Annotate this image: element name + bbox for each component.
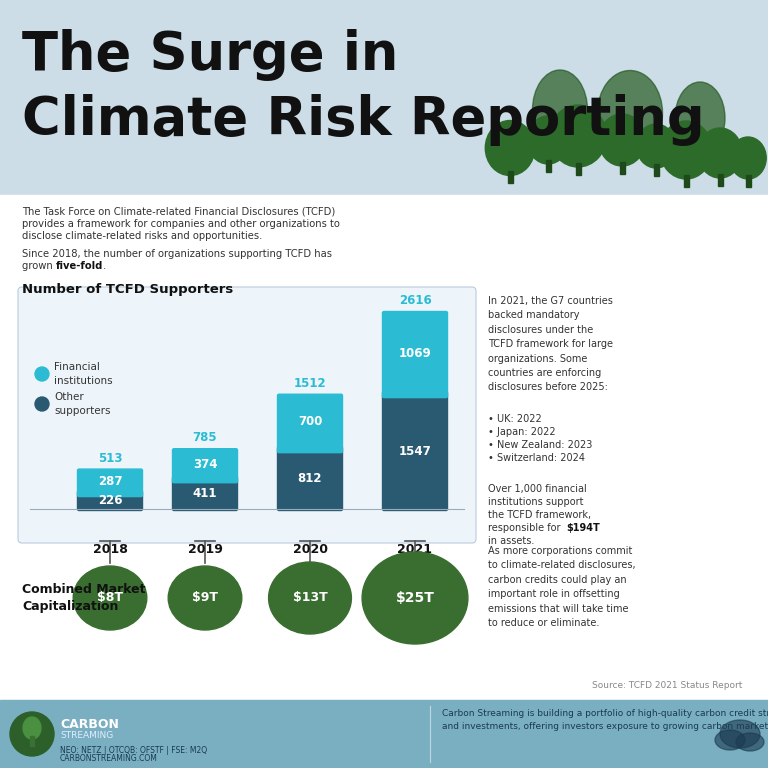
FancyBboxPatch shape <box>78 491 143 511</box>
Ellipse shape <box>269 562 352 634</box>
Ellipse shape <box>532 70 588 150</box>
Ellipse shape <box>485 121 535 176</box>
Bar <box>0 700 768 768</box>
Ellipse shape <box>720 720 760 748</box>
Ellipse shape <box>527 116 569 164</box>
FancyBboxPatch shape <box>382 312 448 398</box>
Bar <box>575 163 581 175</box>
Text: 411: 411 <box>193 487 217 500</box>
Text: 2018: 2018 <box>93 543 127 556</box>
Text: Over 1,000 financial: Over 1,000 financial <box>488 484 587 494</box>
Text: 374: 374 <box>193 458 217 471</box>
Text: Climate Risk Reporting: Climate Risk Reporting <box>22 94 704 146</box>
Text: 2020: 2020 <box>293 543 327 556</box>
Text: 2021: 2021 <box>398 543 432 556</box>
Text: STREAMING: STREAMING <box>60 730 113 740</box>
Bar <box>0 195 768 700</box>
Text: 513: 513 <box>98 452 122 465</box>
Text: $25T: $25T <box>396 591 435 605</box>
Ellipse shape <box>698 128 742 178</box>
Bar <box>30 736 34 746</box>
Text: 700: 700 <box>298 415 323 429</box>
Text: the TCFD framework,: the TCFD framework, <box>488 510 591 520</box>
Ellipse shape <box>598 71 663 155</box>
Ellipse shape <box>675 82 725 154</box>
FancyBboxPatch shape <box>78 469 143 497</box>
Circle shape <box>35 367 49 381</box>
Bar <box>0 0 768 195</box>
Text: In 2021, the G7 countries
backed mandatory
disclosures under the
TCFD framework : In 2021, the G7 countries backed mandato… <box>488 296 613 392</box>
Text: Number of TCFD Supporters: Number of TCFD Supporters <box>22 283 233 296</box>
FancyBboxPatch shape <box>173 449 237 483</box>
Text: responsible for: responsible for <box>488 523 564 533</box>
Text: Combined Market
Capitalization: Combined Market Capitalization <box>22 583 145 613</box>
Text: The Task Force on Climate-related Financial Disclosures (TCFD): The Task Force on Climate-related Financ… <box>22 207 336 217</box>
Text: • Japan: 2022: • Japan: 2022 <box>488 427 555 437</box>
Text: grown: grown <box>22 261 56 271</box>
Text: NEO: NETZ | OTCQB: OFSTF | FSE: M2Q: NEO: NETZ | OTCQB: OFSTF | FSE: M2Q <box>60 746 207 755</box>
Ellipse shape <box>730 137 766 179</box>
Text: The Surge in: The Surge in <box>22 29 399 81</box>
Text: • Switzerland: 2024: • Switzerland: 2024 <box>488 453 585 463</box>
Text: disclose climate-related risks and opportunities.: disclose climate-related risks and oppor… <box>22 231 263 241</box>
Text: 812: 812 <box>298 472 323 485</box>
Text: 1069: 1069 <box>399 346 432 359</box>
Text: Other
supporters: Other supporters <box>54 392 111 415</box>
Text: CARBON: CARBON <box>60 717 119 730</box>
Text: $8T: $8T <box>97 591 123 604</box>
Ellipse shape <box>549 105 607 167</box>
Text: 2616: 2616 <box>399 294 432 307</box>
Ellipse shape <box>736 733 764 751</box>
Ellipse shape <box>23 717 41 739</box>
FancyBboxPatch shape <box>382 392 448 511</box>
Text: $13T: $13T <box>293 591 327 604</box>
Bar <box>654 164 658 176</box>
Ellipse shape <box>168 566 242 630</box>
FancyBboxPatch shape <box>173 477 237 511</box>
Text: 1547: 1547 <box>399 445 432 458</box>
Ellipse shape <box>362 552 468 644</box>
Bar <box>684 175 688 187</box>
FancyBboxPatch shape <box>277 447 343 511</box>
Bar <box>620 162 624 174</box>
Text: CARBONSTREAMING.COM: CARBONSTREAMING.COM <box>60 754 158 763</box>
Text: provides a framework for companies and other organizations to: provides a framework for companies and o… <box>22 219 340 229</box>
Bar <box>545 160 551 172</box>
Text: 2019: 2019 <box>187 543 223 556</box>
Text: 226: 226 <box>98 494 122 507</box>
Text: five-fold: five-fold <box>56 261 104 271</box>
Ellipse shape <box>715 730 745 750</box>
Bar <box>746 175 750 187</box>
Text: $194T: $194T <box>566 523 600 533</box>
Bar <box>717 174 723 186</box>
Text: • UK: 2022: • UK: 2022 <box>488 414 541 424</box>
Text: 1512: 1512 <box>293 377 326 389</box>
Text: Financial
institutions: Financial institutions <box>54 362 113 386</box>
Text: in assets.: in assets. <box>488 536 535 546</box>
Circle shape <box>10 712 54 756</box>
Text: institutions support: institutions support <box>488 497 584 507</box>
Ellipse shape <box>660 121 712 179</box>
Text: Carbon Streaming is building a portfolio of high-quality carbon credit streams
a: Carbon Streaming is building a portfolio… <box>442 710 768 730</box>
Ellipse shape <box>73 566 147 630</box>
Bar <box>508 171 512 183</box>
FancyBboxPatch shape <box>277 394 343 452</box>
Text: As more corporations commit
to climate-related disclosures,
carbon credits could: As more corporations commit to climate-r… <box>488 546 636 628</box>
Text: Since 2018, the number of organizations supporting TCFD has: Since 2018, the number of organizations … <box>22 249 332 259</box>
Text: 287: 287 <box>98 475 122 488</box>
FancyBboxPatch shape <box>18 287 476 543</box>
Text: 785: 785 <box>193 431 217 444</box>
Text: .: . <box>103 261 106 271</box>
Ellipse shape <box>637 124 676 168</box>
Ellipse shape <box>598 114 645 166</box>
Text: • New Zealand: 2023: • New Zealand: 2023 <box>488 440 592 450</box>
Circle shape <box>35 397 49 411</box>
Text: Source: TCFD 2021 Status Report: Source: TCFD 2021 Status Report <box>591 681 742 690</box>
Text: $9T: $9T <box>192 591 218 604</box>
